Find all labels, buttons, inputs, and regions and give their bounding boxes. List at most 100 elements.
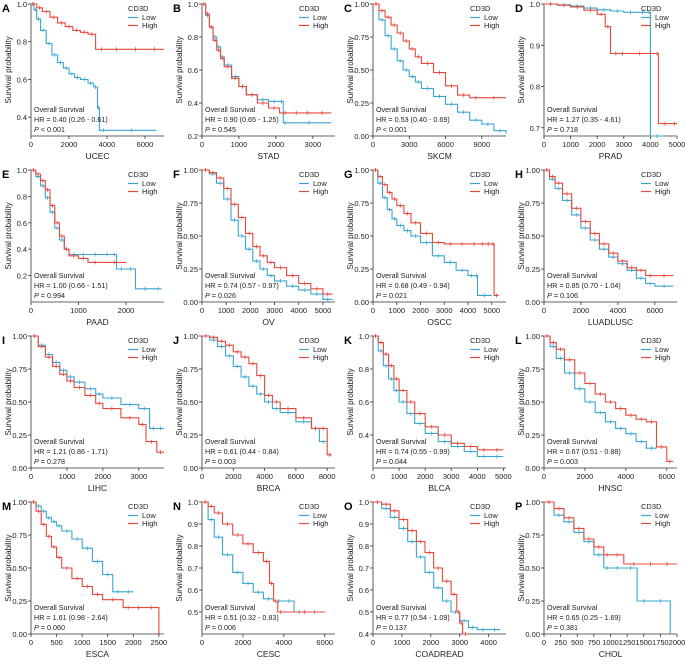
y-tick-label: 0.4 xyxy=(359,431,369,440)
y-tick-label: 0.00 xyxy=(12,464,27,473)
annotation-title: Overall Survival xyxy=(547,437,598,446)
km-curve-high xyxy=(31,3,164,50)
y-tick-label: 0.75 xyxy=(183,365,198,374)
y-tick-label: 1.00 xyxy=(183,332,198,341)
y-tick-label: 0.50 xyxy=(183,232,198,241)
y-tick-label: 1.0 xyxy=(17,0,27,9)
annotation-hr: HR = 0.67 (0.51 - 0.88) xyxy=(547,447,621,456)
x-axis-label: LIHC xyxy=(88,483,107,493)
panel-letter: L xyxy=(515,335,522,347)
annotation-p: P = 0.106 xyxy=(547,291,578,300)
x-tick-label: 0 xyxy=(371,638,375,647)
legend-entry-high: High xyxy=(313,353,328,362)
panel-letter: G xyxy=(344,169,353,181)
y-tick-label: 0.6 xyxy=(359,586,369,595)
x-axis-label: CESC xyxy=(257,649,281,659)
legend-title: CD3D xyxy=(299,502,320,511)
y-tick-label: 0.75 xyxy=(525,531,540,540)
legend-title: CD3D xyxy=(128,336,149,345)
p-value: = 0.994 xyxy=(39,291,65,300)
y-tick-label: 0.00 xyxy=(525,298,540,307)
x-tick-label: 1750 xyxy=(652,638,669,647)
x-tick-label: 3000 xyxy=(304,140,321,149)
km-panel-d: D 0.7 0.8 0.9 1.0 0 1000 2000 3000 4000 5000 Surviv… xyxy=(513,0,685,166)
km-curve-low xyxy=(373,3,507,134)
p-symbol: P xyxy=(376,623,381,632)
y-tick-label: 1.0 xyxy=(17,166,27,175)
p-value: = 0.003 xyxy=(552,457,578,466)
x-tick-label: 6000 xyxy=(437,140,454,149)
panel-letter: A xyxy=(2,3,10,15)
x-axis-label: OV xyxy=(262,317,275,327)
legend-title: CD3D xyxy=(470,4,491,13)
annotation-hr: HR = 1.00 (0.66 - 1.51) xyxy=(34,281,108,290)
legend-entry-high: High xyxy=(313,519,328,528)
annotation-hr: HR = 0.68 (0.49 - 0.94) xyxy=(376,281,450,290)
x-tick-label: 0 xyxy=(29,306,33,315)
y-tick-label: 0.4 xyxy=(17,245,27,254)
annotation-hr: HR = 0.53 (0.40 - 0.69) xyxy=(376,115,450,124)
km-chart-svg: I 0.00 0.25 0.50 0.75 1.00 0 1000 2000 3000 Surviv… xyxy=(2,332,164,493)
km-chart-svg: H 0.00 0.25 0.50 0.75 1.00 0 2000 4000 6000 Surviv… xyxy=(515,166,677,327)
annotation-p: P = 0.381 xyxy=(547,623,578,632)
x-tick-label: 750 xyxy=(588,638,601,647)
y-axis-label: Survival probability xyxy=(517,202,526,269)
annotation-title: Overall Survival xyxy=(547,105,598,114)
x-axis-label: COADREAD xyxy=(415,649,463,659)
km-curve-low xyxy=(544,169,674,287)
y-tick-label: 0.8 xyxy=(17,192,27,201)
legend-entry-high: High xyxy=(484,353,499,362)
legend-entry-low: Low xyxy=(655,179,669,188)
y-axis-label: Survival probability xyxy=(175,534,184,601)
annotation-hr: HR = 1.21 (0.86 - 1.71) xyxy=(34,447,108,456)
legend-title: CD3D xyxy=(641,4,662,13)
y-tick-label: 0.00 xyxy=(183,464,198,473)
x-tick-label: 2000 xyxy=(242,306,259,315)
p-value: = 0.278 xyxy=(39,457,65,466)
x-tick-label: 4000 xyxy=(256,472,273,481)
x-tick-label: 2000 xyxy=(422,638,439,647)
annotation-p: P = 0.006 xyxy=(205,623,236,632)
km-chart-svg: G 0.00 0.25 0.50 0.75 1.00 0 1000 2000 3000 4000 50… xyxy=(344,166,506,327)
km-chart-svg: J 0.00 0.25 0.50 0.75 1.00 0 2000 4000 6000 8000 Su… xyxy=(173,332,336,493)
km-panel-m: M 0.00 0.25 0.50 0.75 1.00 0 500 1000 1500 2000 250… xyxy=(0,498,171,664)
y-tick-label: 0.50 xyxy=(525,564,540,573)
x-tick-label: 0 xyxy=(29,140,33,149)
legend-entry-low: Low xyxy=(655,13,669,22)
legend-entry-low: Low xyxy=(655,511,669,520)
x-tick-label: 2000 xyxy=(125,638,142,647)
km-chart-svg: P0.000.250.500.751.000 250 500 750 1000 1250 1… xyxy=(515,498,685,659)
p-symbol: P xyxy=(205,623,210,632)
y-tick-label: 0.6 xyxy=(17,75,27,84)
y-tick-label: 1.00 xyxy=(12,498,27,507)
legend-entry-high: High xyxy=(484,21,499,30)
x-tick-label: 1000 xyxy=(231,140,248,149)
x-tick-label: 3000 xyxy=(615,140,632,149)
km-panel-g: G 0.00 0.25 0.50 0.75 1.00 0 1000 2000 3000 4000 50… xyxy=(342,166,513,332)
x-tick-label: 6000 xyxy=(137,140,154,149)
y-tick-label: 0.50 xyxy=(12,398,27,407)
legend-entry-low: Low xyxy=(142,511,156,520)
km-curve-high xyxy=(202,3,332,114)
p-symbol: P xyxy=(547,457,552,466)
legend-entry-low: Low xyxy=(142,13,156,22)
x-tick-label: 1250 xyxy=(619,638,636,647)
panel-letter: E xyxy=(2,169,9,181)
y-tick-label: 0.25 xyxy=(525,597,540,606)
legend-title: CD3D xyxy=(470,336,491,345)
p-value: = 0.106 xyxy=(552,291,578,300)
km-panel-k: K 0.4 0.6 0.8 1.0 0 1000 2000 3000 4000 5000 Surviv… xyxy=(342,332,513,498)
y-tick-label: 1.00 xyxy=(525,332,540,341)
km-panel-i: I 0.00 0.25 0.50 0.75 1.00 0 1000 2000 3000 Surviv… xyxy=(0,332,171,498)
x-tick-label: 1000 xyxy=(562,140,579,149)
legend-entry-low: Low xyxy=(313,345,327,354)
y-tick-label: 0.25 xyxy=(12,597,27,606)
